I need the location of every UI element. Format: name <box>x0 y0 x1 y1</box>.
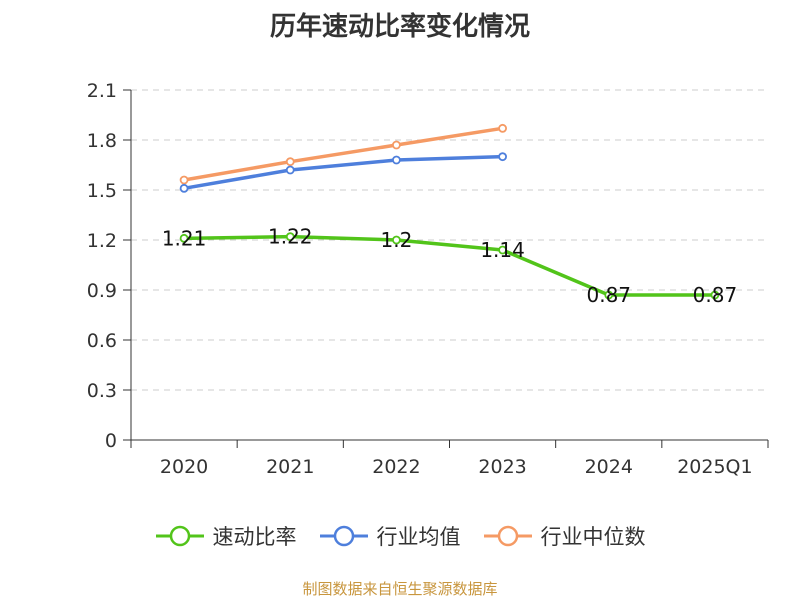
x-tick-label: 2021 <box>266 456 314 478</box>
data-point[interactable] <box>604 290 614 300</box>
grid-lines <box>131 89 768 391</box>
data-point[interactable] <box>179 175 189 185</box>
series-line-2 <box>183 126 503 182</box>
legend-item[interactable]: 行业中位数 <box>483 521 646 551</box>
data-point[interactable] <box>285 232 295 242</box>
data-point[interactable] <box>179 233 189 243</box>
series-line-0 <box>184 234 715 297</box>
axes: 0 0.3 0.6 0.9 1.2 1.5 1.8 2.1 2020 2021 2022 2023 20… <box>87 80 769 478</box>
legend-label: 行业均值 <box>376 525 461 549</box>
data-point[interactable] <box>498 245 507 255</box>
data-point[interactable] <box>392 140 401 150</box>
data-label: 1.22 <box>268 225 313 249</box>
data-point[interactable] <box>498 123 507 133</box>
legend-label: 行业中位数 <box>540 525 646 549</box>
x-tick-label: 2020 <box>160 456 208 478</box>
series-line-1 <box>183 154 503 191</box>
legend-item[interactable]: 速动比率 <box>155 521 297 551</box>
y-tick-label: 0 <box>105 430 117 452</box>
data-label: 0.87 <box>693 283 738 307</box>
data-labels: 1.21 1.22 1.2 1.14 0.87 0.87 <box>162 225 737 307</box>
y-tick-label: 1.2 <box>87 230 117 252</box>
chart-title: 历年速动比率变化情况 <box>269 12 530 42</box>
x-tick-label: 2022 <box>372 456 420 478</box>
data-point[interactable] <box>498 152 507 162</box>
data-point[interactable] <box>392 235 401 245</box>
data-label: 1.21 <box>162 226 207 250</box>
legend-item[interactable]: 行业均值 <box>319 521 461 551</box>
data-point[interactable] <box>285 165 295 175</box>
data-label: 0.87 <box>586 283 631 307</box>
y-tick-label: 0.9 <box>87 280 117 302</box>
data-point[interactable] <box>710 290 720 300</box>
legend-label: 速动比率 <box>212 525 297 549</box>
legend-swatch-icon <box>319 525 368 547</box>
y-tick-label: 0.3 <box>87 380 117 402</box>
source-note: 制图数据来自恒生聚源数据库 <box>302 580 498 598</box>
y-tick-label: 1.8 <box>87 130 117 152</box>
x-tick-label: 2025Q1 <box>677 456 752 478</box>
data-point[interactable] <box>392 155 401 165</box>
data-point[interactable] <box>179 183 189 193</box>
legend: 速动比率 行业均值 行业中位数 <box>0 521 800 551</box>
y-tick-label: 2.1 <box>87 80 117 102</box>
x-tick-label: 2023 <box>478 456 526 478</box>
data-label: 1.2 <box>381 228 413 252</box>
y-tick-label: 0.6 <box>87 330 117 352</box>
legend-swatch-icon <box>483 525 532 547</box>
series-lines <box>179 123 720 300</box>
x-tick-label: 2024 <box>585 456 633 478</box>
legend-swatch-icon <box>155 525 204 547</box>
data-label: 1.14 <box>480 238 525 262</box>
data-point[interactable] <box>285 157 295 167</box>
y-tick-label: 1.5 <box>87 180 117 202</box>
